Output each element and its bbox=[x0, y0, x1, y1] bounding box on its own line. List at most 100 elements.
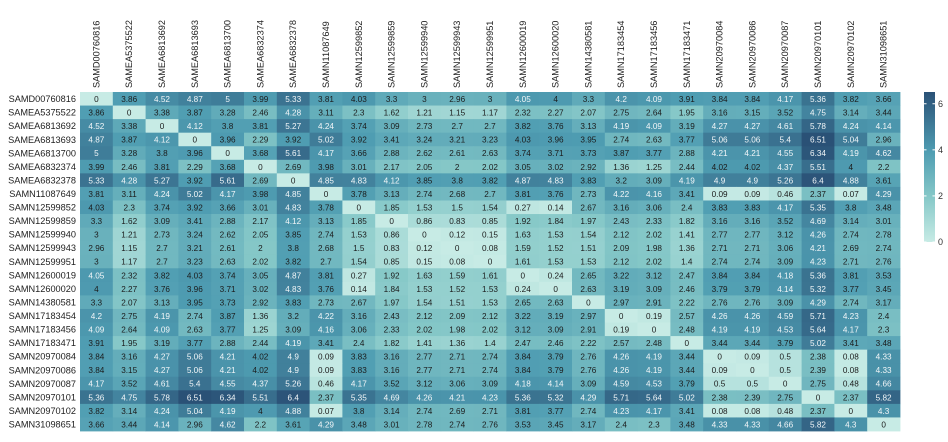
cell-value-label: 4.53 bbox=[777, 326, 793, 335]
cell-value-label: 3.09 bbox=[777, 258, 793, 267]
heatmap-cell bbox=[539, 268, 573, 283]
heatmap-cell bbox=[572, 119, 606, 134]
heatmap-cell bbox=[375, 92, 409, 106]
heatmap-cell bbox=[375, 105, 409, 120]
cell-value-label: 2.69 bbox=[449, 407, 465, 416]
cell-value-label: 5.26 bbox=[285, 380, 301, 389]
heatmap-cell bbox=[375, 376, 409, 391]
heatmap-cell bbox=[572, 173, 606, 188]
cell-value-label: 0.12 bbox=[449, 231, 465, 240]
row-label: SAMN12600020 bbox=[9, 284, 76, 294]
heatmap-cell bbox=[539, 403, 573, 418]
cell-value-label: 0.15 bbox=[482, 231, 498, 240]
heatmap-cell bbox=[342, 295, 376, 310]
heatmap-cell bbox=[539, 227, 573, 242]
cell-value-label: 3.86 bbox=[121, 95, 137, 104]
heatmap-cell bbox=[211, 363, 245, 378]
cell-value-label: 2.43 bbox=[613, 217, 629, 226]
heatmap-cell bbox=[309, 132, 343, 147]
cell-value-label: 4.66 bbox=[777, 420, 793, 429]
heatmap-cell bbox=[801, 376, 835, 391]
cell-value-label: 2.39 bbox=[744, 393, 760, 402]
cell-value-label: 4.14 bbox=[548, 380, 564, 389]
heatmap-cell bbox=[80, 417, 114, 432]
heatmap-cell bbox=[178, 308, 212, 323]
cell-value-label: 4.69 bbox=[810, 217, 826, 226]
cell-value-label: 2.74 bbox=[416, 407, 432, 416]
heatmap-cell bbox=[736, 173, 770, 188]
heatmap-cell bbox=[80, 376, 114, 391]
heatmap-cell bbox=[473, 132, 507, 147]
cell-value-label: 3.83 bbox=[580, 176, 596, 185]
cell-value-label: 2.74 bbox=[482, 366, 498, 375]
colorbar-tick-label: 2 bbox=[938, 191, 943, 201]
cell-value-label: 0.5 bbox=[714, 380, 726, 389]
cell-value-label: 4.21 bbox=[449, 393, 465, 402]
heatmap-cell bbox=[309, 363, 343, 378]
cell-value-label: 4.87 bbox=[515, 176, 531, 185]
cell-value-label: 3.87 bbox=[220, 312, 236, 321]
heatmap-cell bbox=[178, 159, 212, 174]
cell-value-label: 2.4 bbox=[681, 203, 693, 212]
heatmap-cell bbox=[736, 92, 770, 106]
heatmap-cell bbox=[440, 146, 474, 161]
heatmap-cell bbox=[408, 214, 442, 228]
cell-value-label: 0.09 bbox=[318, 366, 334, 375]
heatmap-cell bbox=[244, 254, 278, 269]
cell-value-label: 5.4 bbox=[189, 380, 201, 389]
cell-value-label: 4.37 bbox=[777, 163, 793, 172]
heatmap-cell bbox=[112, 336, 146, 351]
cell-value-label: 0.85 bbox=[482, 217, 498, 226]
heatmap-cell bbox=[637, 403, 671, 418]
heatmap-cell bbox=[604, 363, 638, 378]
heatmap-cell bbox=[867, 308, 901, 323]
cell-value-label: 3.06 bbox=[449, 380, 465, 389]
cell-value-label: 1.84 bbox=[548, 217, 564, 226]
cell-value-label: 2.76 bbox=[580, 366, 596, 375]
heatmap-cell bbox=[604, 403, 638, 418]
heatmap-cell bbox=[801, 403, 835, 418]
cell-value-label: 4.62 bbox=[220, 420, 236, 429]
cell-value-label: 5.32 bbox=[810, 285, 826, 294]
heatmap-cell bbox=[604, 268, 638, 283]
heatmap-cell bbox=[178, 92, 212, 106]
heatmap-cell bbox=[309, 105, 343, 120]
heatmap-cell bbox=[440, 227, 474, 242]
heatmap-cell bbox=[572, 105, 606, 120]
cell-value-label: 3.68 bbox=[252, 149, 268, 158]
heatmap-cell bbox=[211, 308, 245, 323]
heatmap-cell bbox=[276, 119, 310, 134]
heatmap-cell bbox=[375, 308, 409, 323]
cell-value-label: 3.38 bbox=[154, 109, 170, 118]
heatmap-cell bbox=[867, 92, 901, 106]
heatmap-cell bbox=[506, 308, 540, 323]
cell-value-label: 4.33 bbox=[876, 366, 892, 375]
cell-value-label: 5.61 bbox=[220, 176, 236, 185]
cell-value-label: 3.79 bbox=[548, 353, 564, 362]
cell-value-label: 0.08 bbox=[449, 258, 465, 267]
heatmap-cell bbox=[834, 281, 868, 296]
heatmap-cell bbox=[440, 417, 474, 432]
cell-value-label: 2.4 bbox=[616, 420, 628, 429]
heatmap-cell bbox=[112, 132, 146, 147]
cell-value-label: 3.16 bbox=[744, 217, 760, 226]
cell-value-label: 0 bbox=[127, 109, 132, 118]
cell-value-label: 0 bbox=[783, 380, 788, 389]
cell-value-label: 0 bbox=[488, 258, 493, 267]
heatmap-cell bbox=[375, 132, 409, 147]
column-label: SAMN20970087 bbox=[780, 21, 790, 88]
heatmap-cell bbox=[145, 119, 179, 134]
cell-value-label: 2.7 bbox=[156, 258, 168, 267]
cell-value-label: 5.26 bbox=[777, 176, 793, 185]
cell-value-label: 3.52 bbox=[384, 380, 400, 389]
cell-value-label: 1.25 bbox=[646, 163, 662, 172]
cell-value-label: 6.34 bbox=[220, 393, 236, 402]
heatmap-cell bbox=[703, 119, 737, 134]
heatmap-cell bbox=[244, 363, 278, 378]
row-label: SAMN20970101 bbox=[9, 392, 76, 402]
cell-value-label: 1.92 bbox=[515, 217, 531, 226]
cell-value-label: 0 bbox=[389, 217, 394, 226]
cell-value-label: 2.27 bbox=[121, 285, 137, 294]
cell-value-label: 3.09 bbox=[580, 380, 596, 389]
cell-value-label: 4.12 bbox=[384, 176, 400, 185]
